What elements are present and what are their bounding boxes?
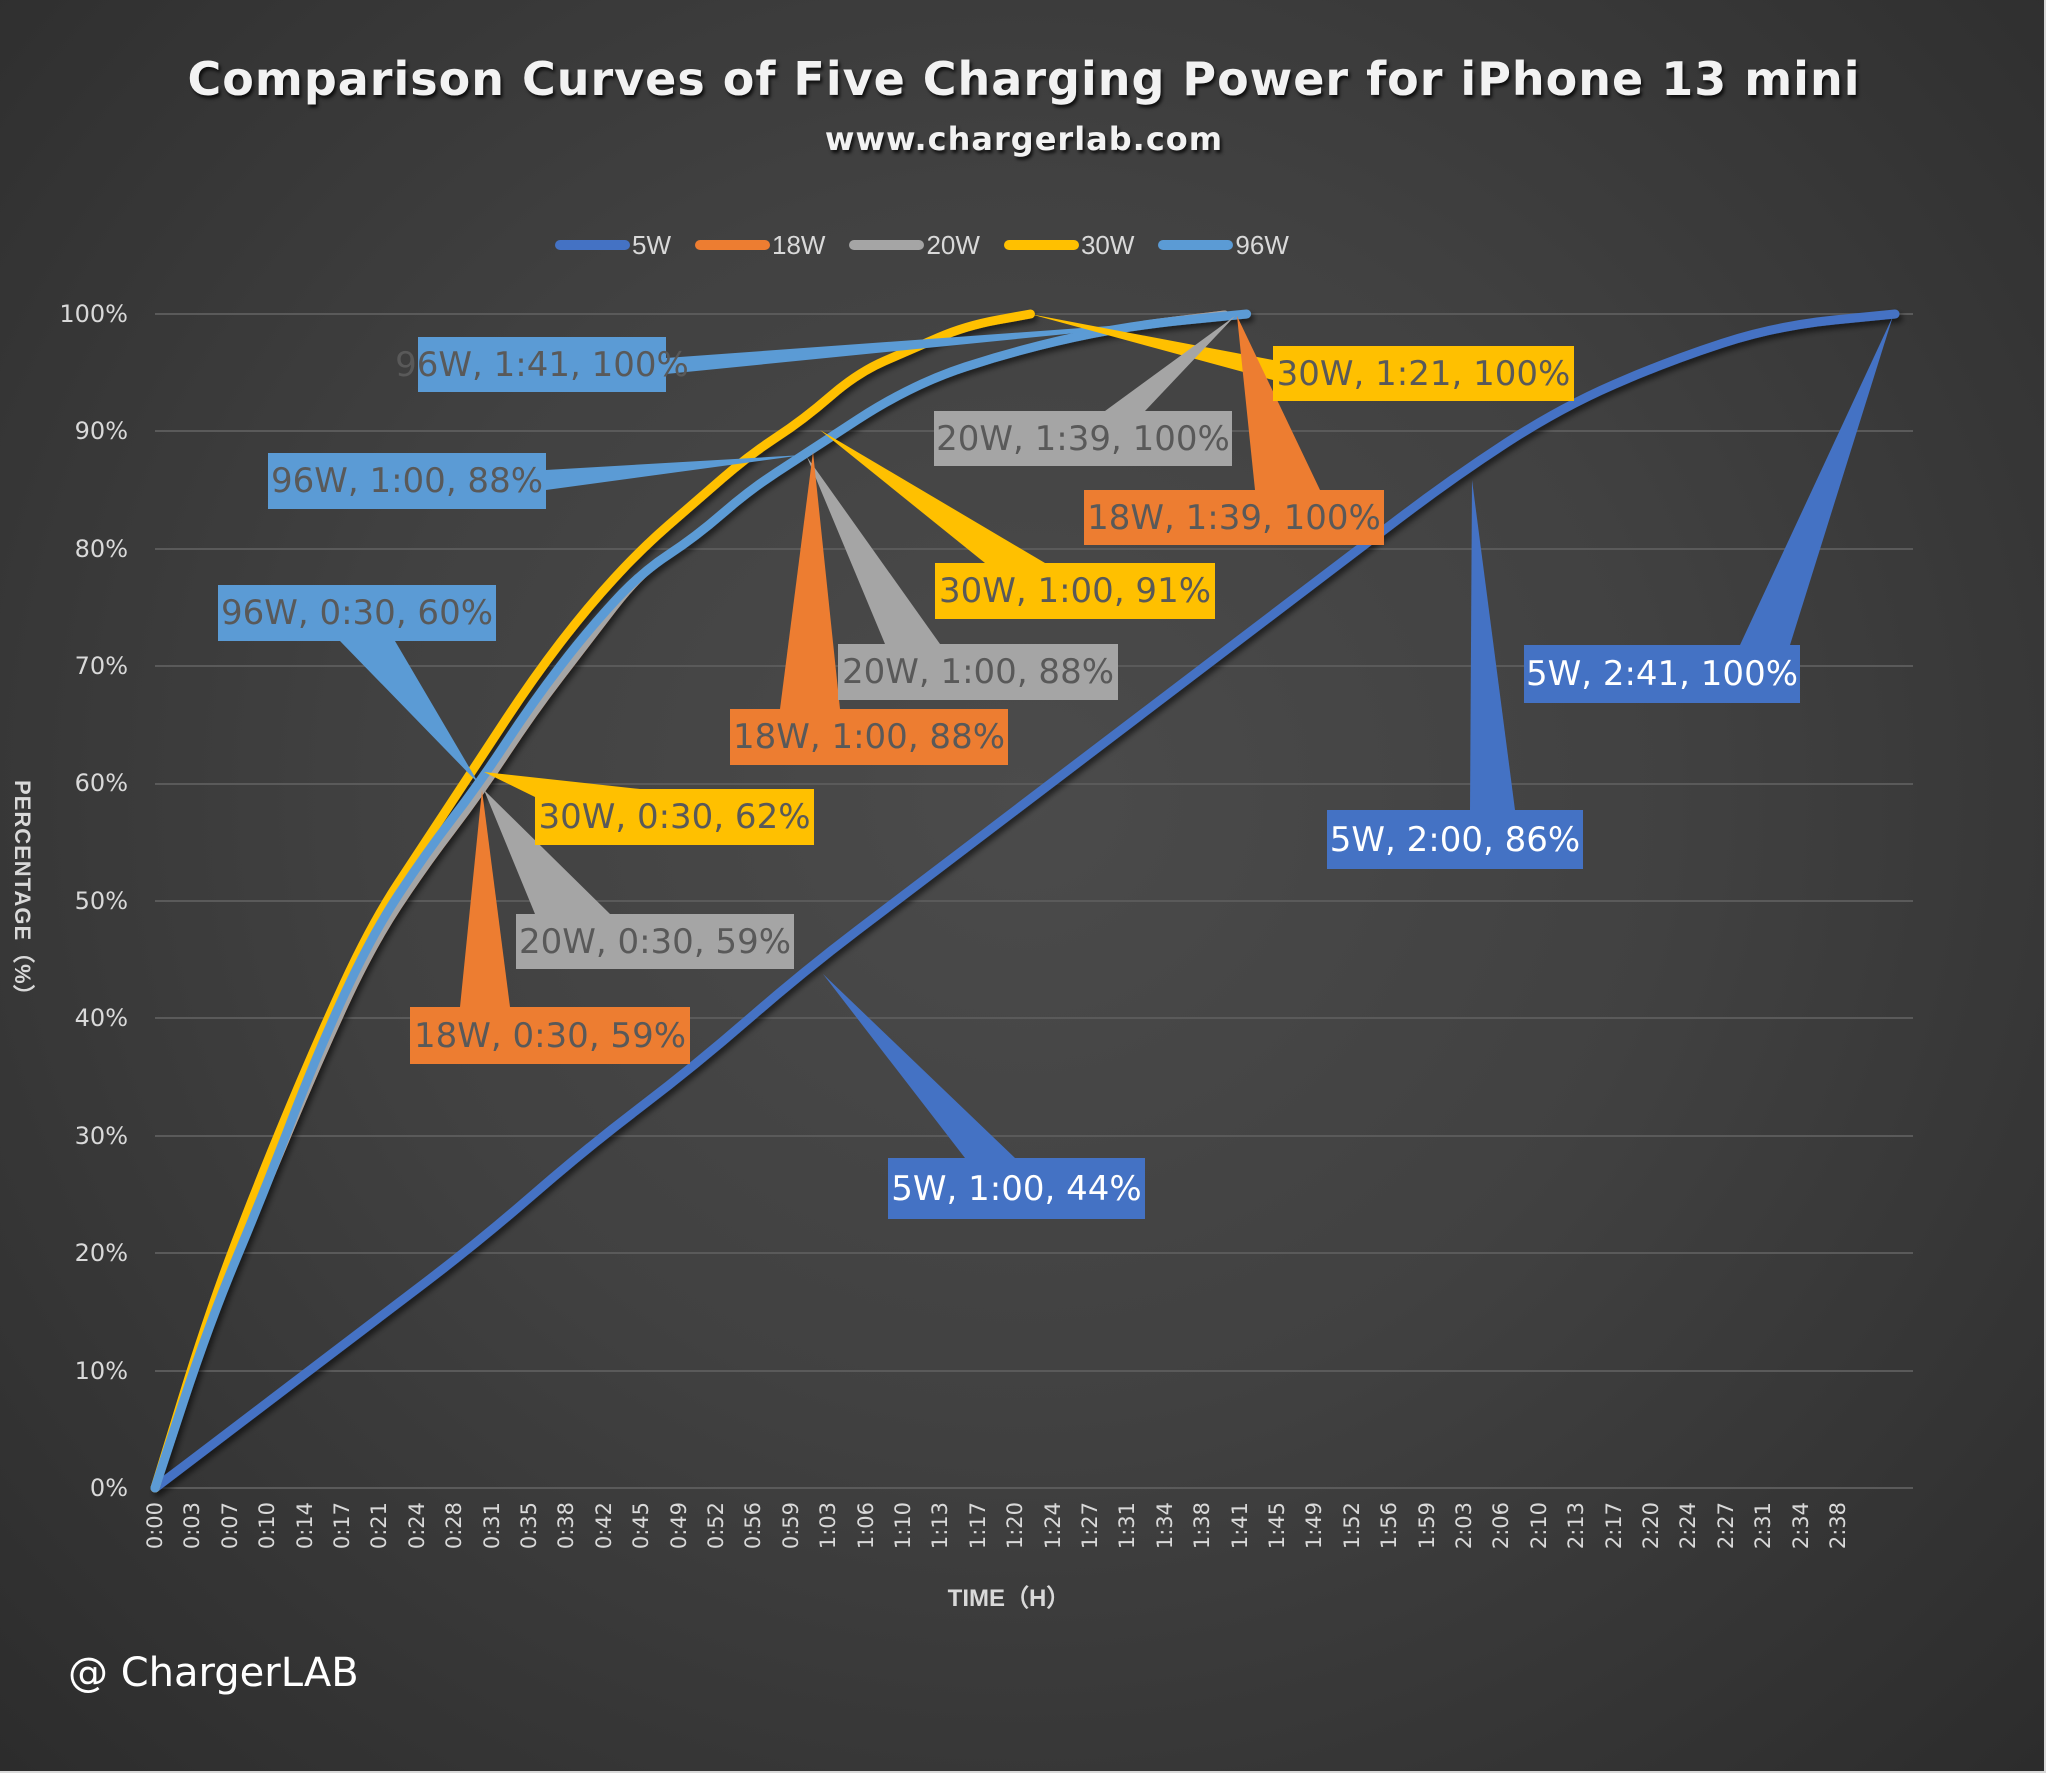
legend-swatch-5w bbox=[555, 240, 630, 250]
legend-swatch-96w bbox=[1158, 240, 1234, 250]
y-axis-title: PERCENTAGE（%） bbox=[10, 780, 35, 1008]
legend-item-96w[interactable]: 96W bbox=[1158, 229, 1289, 261]
data-callout-20w: 20W, 1:00, 88% bbox=[838, 644, 1118, 700]
legend-swatch-18w bbox=[695, 240, 770, 250]
chart-subtitle: www.chargerlab.com bbox=[824, 120, 1224, 158]
data-callout-18w: 18W, 0:30, 59% bbox=[410, 1007, 690, 1064]
y-tick: 70% bbox=[74, 652, 128, 680]
y-tick: 50% bbox=[74, 887, 128, 915]
data-callout-5w: 5W, 2:41, 100% bbox=[1524, 645, 1800, 703]
legend-item-20w[interactable]: 20W bbox=[849, 229, 980, 261]
legend-label: 30W bbox=[1080, 229, 1135, 260]
callout-pointer bbox=[546, 455, 803, 490]
y-tick: 100% bbox=[59, 300, 128, 328]
series-lines bbox=[150, 309, 1900, 1493]
series-line-5w bbox=[150, 309, 1900, 1493]
callout-pointer bbox=[823, 974, 1015, 1158]
data-callout-5w: 5W, 2:00, 86% bbox=[1327, 810, 1583, 869]
callout-pointer bbox=[807, 457, 940, 644]
callout-pointer bbox=[460, 790, 510, 1007]
legend-label: 18W bbox=[772, 229, 826, 260]
data-callout-18w: 18W, 1:39, 100% bbox=[1084, 490, 1384, 545]
y-tick: 30% bbox=[74, 1122, 128, 1150]
data-callout-20w: 20W, 0:30, 59% bbox=[516, 914, 794, 969]
data-callout-18w: 18W, 1:00, 88% bbox=[730, 709, 1008, 765]
y-tick: 90% bbox=[74, 417, 128, 445]
callout-pointer bbox=[820, 430, 1045, 563]
series-line-30w bbox=[150, 309, 1035, 1493]
data-callout-30w: 30W, 0:30, 62% bbox=[535, 789, 814, 845]
chart-title: Comparison Curves of Five Charging Power… bbox=[187, 52, 1861, 106]
legend-item-5w[interactable]: 5W bbox=[555, 230, 671, 261]
y-tick: 40% bbox=[74, 1004, 128, 1032]
y-tick: 60% bbox=[74, 769, 128, 797]
watermark: @ ChargerLAB bbox=[68, 1650, 359, 1696]
legend-swatch-30w bbox=[1003, 240, 1079, 250]
series-line-96w bbox=[150, 309, 1252, 1493]
data-callout-20w: 20W, 1:39, 100% bbox=[934, 411, 1232, 466]
legend-label: 96W bbox=[1235, 229, 1289, 260]
legend-label: 20W bbox=[926, 229, 980, 260]
y-tick: 0% bbox=[89, 1474, 128, 1502]
callout-pointer bbox=[340, 641, 479, 784]
callout-pointer bbox=[1740, 316, 1893, 645]
y-tick: 10% bbox=[74, 1357, 128, 1385]
data-callout-30w: 30W, 1:00, 91% bbox=[935, 563, 1215, 619]
x-axis-title: TIME（H） bbox=[0, 1578, 2048, 1613]
data-callout-96w: 96W, 1:00, 88% bbox=[268, 453, 546, 509]
callout-pointer bbox=[484, 790, 610, 914]
data-callout-30w: 30W, 1:21, 100% bbox=[1273, 346, 1574, 401]
data-callout-5w: 5W, 1:00, 44% bbox=[888, 1158, 1145, 1219]
legend-swatch-20w bbox=[849, 240, 925, 250]
callout-pointer bbox=[780, 452, 840, 709]
legend-item-30w[interactable]: 30W bbox=[1003, 229, 1135, 261]
y-tick: 80% bbox=[74, 535, 128, 563]
callout-pointer bbox=[1105, 316, 1235, 411]
callout-pointer bbox=[1237, 316, 1320, 490]
legend: 5W 18W 20W 30W 96W bbox=[555, 230, 1289, 260]
y-tick: 20% bbox=[74, 1239, 128, 1267]
x-axis-title-text: TIME（H） bbox=[947, 1585, 1071, 1612]
callout-pointer bbox=[1470, 480, 1515, 810]
data-callout-96w: 96W, 1:41, 100% bbox=[395, 337, 689, 392]
data-callout-96w: 96W, 0:30, 60% bbox=[218, 585, 496, 641]
legend-label: 5W bbox=[632, 229, 671, 260]
callout-pointer bbox=[1030, 314, 1273, 380]
legend-item-18w[interactable]: 18W bbox=[695, 230, 825, 261]
